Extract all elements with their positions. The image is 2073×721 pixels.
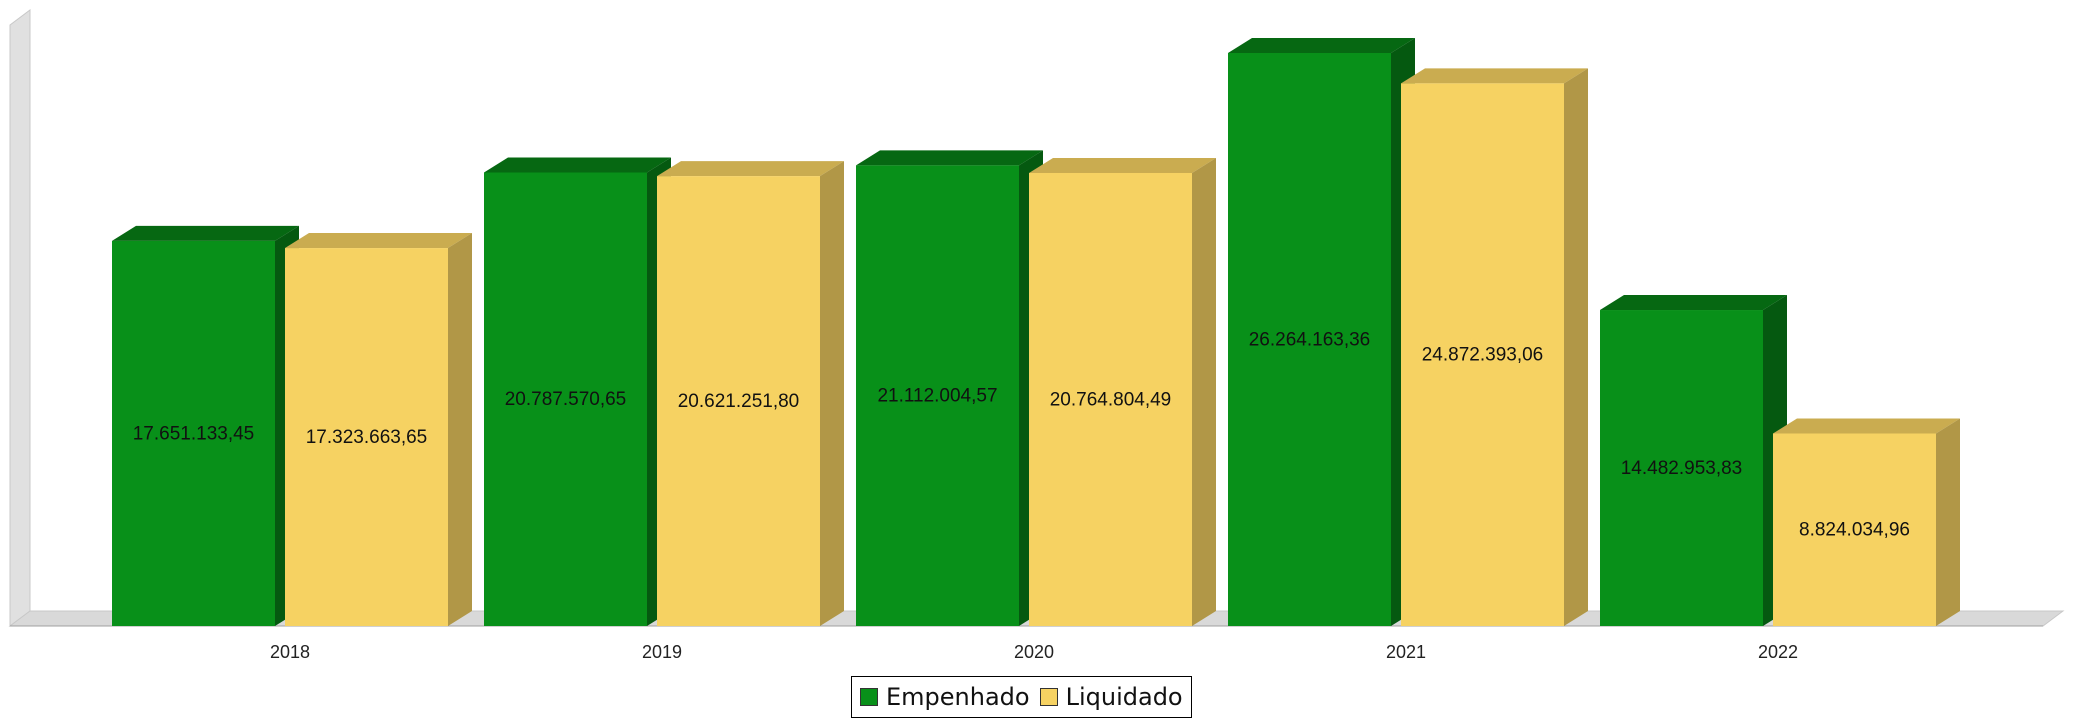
data-label-liquidado-2019: 20.621.251,80 xyxy=(678,391,800,412)
bar-top-empenhado-2022 xyxy=(1600,295,1787,311)
bar-top-empenhado-2018 xyxy=(112,225,299,241)
bar-empenhado-2019 xyxy=(484,172,647,626)
data-label-liquidado-2022: 8.824.034,96 xyxy=(1799,520,1910,541)
bar-liquidado-2018 xyxy=(285,248,448,626)
legend-swatch-empenhado xyxy=(860,688,878,706)
bar-liquidado-2022 xyxy=(1773,433,1936,626)
bar-side-liquidado-2019 xyxy=(820,161,844,626)
data-label-empenhado-2022: 14.482.953,83 xyxy=(1621,458,1743,479)
legend-item-liquidado: Liquidado xyxy=(1039,683,1183,711)
bar-liquidado-2019 xyxy=(657,176,820,626)
data-label-empenhado-2018: 17.651.133,45 xyxy=(133,423,255,444)
data-label-empenhado-2020: 21.112.004,57 xyxy=(877,386,997,407)
bar-side-liquidado-2021 xyxy=(1564,68,1588,627)
legend-swatch-liquidado xyxy=(1039,688,1058,706)
bar-empenhado-2022 xyxy=(1600,310,1763,626)
bar-empenhado-2018 xyxy=(112,240,275,626)
data-label-liquidado-2021: 24.872.393,06 xyxy=(1422,345,1544,366)
bar-empenhado-2021 xyxy=(1228,53,1391,626)
bar-top-liquidado-2020 xyxy=(1029,157,1216,173)
bar-side-liquidado-2018 xyxy=(448,233,472,626)
x-tick-label-2020: 2020 xyxy=(1014,642,1054,662)
data-label-liquidado-2020: 20.764.804,49 xyxy=(1050,389,1172,410)
bar-liquidado-2020 xyxy=(1029,172,1192,627)
x-tick-label-2021: 2021 xyxy=(1386,642,1426,662)
x-tick-label-2018: 2018 xyxy=(270,642,310,662)
data-label-empenhado-2019: 20.787.570,65 xyxy=(505,389,627,410)
bar-top-empenhado-2019 xyxy=(484,157,671,173)
left-wall xyxy=(9,9,31,627)
legend: Empenhado Liquidado xyxy=(851,676,1192,718)
bar-side-liquidado-2020 xyxy=(1192,157,1216,627)
legend-label-empenhado: Empenhado xyxy=(886,683,1030,711)
bar-top-liquidado-2021 xyxy=(1401,68,1588,84)
x-tick-label-2019: 2019 xyxy=(642,642,682,662)
x-tick-label-2022: 2022 xyxy=(1758,642,1798,662)
bar-empenhado-2020 xyxy=(856,165,1019,626)
legend-item-empenhado: Empenhado xyxy=(860,685,1030,709)
bar-top-liquidado-2019 xyxy=(657,161,844,177)
data-label-empenhado-2021: 26.264.163,36 xyxy=(1249,330,1371,351)
data-label-liquidado-2018: 17.323.663,65 xyxy=(306,427,428,448)
bar-top-empenhado-2021 xyxy=(1228,38,1415,53)
legend-label-liquidado: Liquidado xyxy=(1065,683,1183,711)
bar-top-liquidado-2022 xyxy=(1773,418,1960,434)
bar-top-liquidado-2018 xyxy=(285,233,472,249)
bar-side-liquidado-2022 xyxy=(1936,418,1960,626)
bar-top-empenhado-2020 xyxy=(856,150,1043,166)
bar-liquidado-2021 xyxy=(1401,83,1564,627)
